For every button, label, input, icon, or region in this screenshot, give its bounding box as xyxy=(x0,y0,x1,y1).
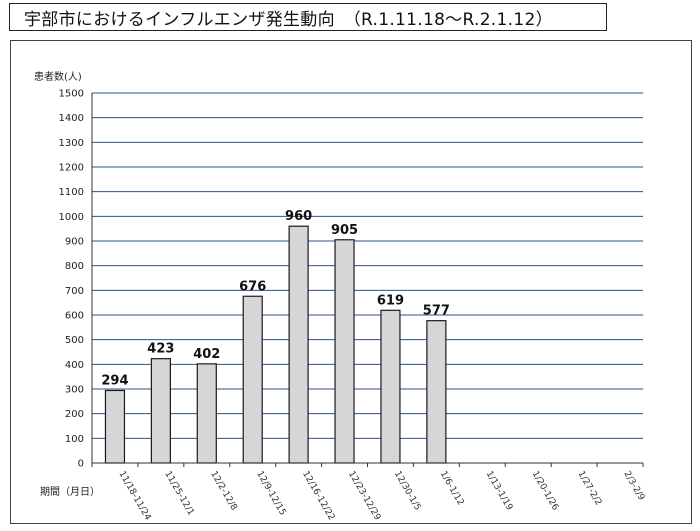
chart-title: 宇部市におけるインフルエンザ発生動向 （R.1.11.18～R.2.1.12） xyxy=(9,3,607,31)
data-labels: 294 423 402 676 960 905 619 577 xyxy=(101,209,450,388)
y-tick-label: 400 xyxy=(65,360,84,371)
bar xyxy=(196,363,217,464)
y-tick-label: 300 xyxy=(65,385,84,396)
data-label: 905 xyxy=(331,223,358,238)
y-tick-label: 700 xyxy=(65,286,84,297)
x-tick-label: 12/9-12/15 xyxy=(254,470,287,518)
bar xyxy=(426,320,447,464)
y-tick-label: 0 xyxy=(78,459,84,470)
x-tick-label: 11/18-11/24 xyxy=(116,470,152,523)
data-label: 294 xyxy=(101,373,128,388)
x-tick-label: 1/20-1/26 xyxy=(530,470,561,513)
x-tick-label: 1/27-2/2 xyxy=(576,470,604,508)
y-tick-label: 1000 xyxy=(59,212,84,223)
data-label: 577 xyxy=(423,304,450,319)
y-tick-label: 1400 xyxy=(59,113,84,124)
x-tick-label: 12/30-1/5 xyxy=(392,470,422,513)
y-tick-label: 100 xyxy=(65,434,84,445)
y-tick-label: 800 xyxy=(65,261,84,272)
x-tick-label: 12/16-12/22 xyxy=(300,470,336,523)
data-label: 423 xyxy=(147,342,174,357)
y-tick-label: 1500 xyxy=(59,89,84,100)
bar xyxy=(242,295,263,464)
data-label: 402 xyxy=(193,347,220,362)
y-tick-label: 200 xyxy=(65,409,84,420)
x-tick-label: 1/6-1/12 xyxy=(438,470,466,508)
y-tick-label: 1200 xyxy=(59,163,84,174)
data-label: 619 xyxy=(377,293,404,308)
y-tick-label: 1300 xyxy=(59,138,84,149)
y-tick-label: 1100 xyxy=(59,187,84,198)
y-tick-label: 500 xyxy=(65,335,84,346)
gridlines xyxy=(91,92,643,463)
x-tick-label: 2/3-2/9 xyxy=(621,470,646,503)
data-label: 676 xyxy=(239,279,266,294)
y-tick-label: 900 xyxy=(65,237,84,248)
x-axis-label: 期間（月日） xyxy=(40,486,100,498)
x-tick-label: 1/13-1/19 xyxy=(484,470,515,513)
bar xyxy=(334,239,355,464)
chart-frame xyxy=(10,40,692,524)
bar xyxy=(104,389,126,464)
bar xyxy=(380,309,401,464)
bar xyxy=(288,225,309,464)
x-tick-label: 11/25-12/1 xyxy=(162,470,195,518)
data-label: 960 xyxy=(285,209,312,224)
bar xyxy=(150,358,171,464)
x-tick-label: 12/23-12/29 xyxy=(346,470,382,523)
y-tick-label: 600 xyxy=(65,311,84,322)
y-tick-labels: 0 100 200 300 400 500 600 700 800 900 1000 1100 1200… xyxy=(59,89,84,470)
bars xyxy=(104,225,447,464)
x-tick-label: 12/2-12/8 xyxy=(208,470,239,513)
x-tick-labels: 11/18-11/24 11/25-12/1 12/2-12/8 12/9-12/15… xyxy=(91,463,646,523)
y-axis-label: 患者数(人) xyxy=(34,70,82,83)
